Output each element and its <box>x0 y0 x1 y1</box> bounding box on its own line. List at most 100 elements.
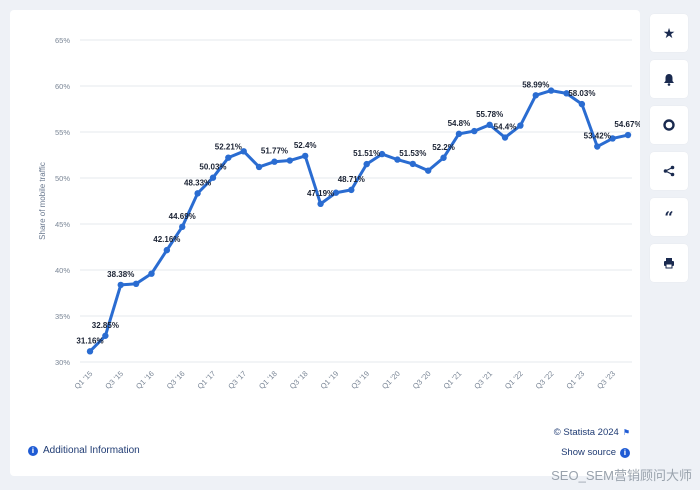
data-point <box>578 100 586 108</box>
y-tick-label: 55% <box>55 128 70 137</box>
data-point <box>271 158 278 165</box>
y-tick-label: 45% <box>55 220 70 229</box>
data-point <box>486 121 493 129</box>
data-point <box>148 270 155 277</box>
watermark: SEO_SEM营销顾问大师 <box>551 468 692 483</box>
data-point <box>102 332 109 339</box>
x-tick-label: Q3 '15 <box>103 369 125 391</box>
x-tick-label: Q1 '15 <box>73 369 95 391</box>
data-label: 52.2% <box>432 143 455 152</box>
data-point <box>609 135 616 142</box>
x-tick-label: Q3 '17 <box>226 369 248 391</box>
data-label: 54.67% <box>614 120 640 129</box>
data-point <box>348 186 355 194</box>
data-point <box>440 154 447 161</box>
y-tick-label: 30% <box>55 358 70 367</box>
data-point <box>563 90 570 97</box>
data-point <box>594 143 601 150</box>
y-tick-label: 40% <box>55 266 70 275</box>
data-point <box>240 148 247 155</box>
data-label: 51.77% <box>261 147 288 156</box>
data-point <box>394 156 401 163</box>
x-tick-label: Q1 '17 <box>196 369 218 391</box>
print-icon <box>664 258 674 269</box>
data-point <box>225 154 232 161</box>
data-point <box>86 348 94 355</box>
data-label: 52.21% <box>215 143 242 152</box>
print-button[interactable] <box>650 244 688 282</box>
line-chart: 30% 35% 40% 45% 50% 55% 60% 65% Share of mobile … <box>38 36 640 391</box>
show-source-label: Show source <box>561 447 616 458</box>
notification-button[interactable] <box>650 60 688 98</box>
additional-info-label: Additional Information <box>43 445 140 456</box>
copyright-line[interactable]: © Statista 2024 ⚑ <box>554 427 630 438</box>
show-source-link[interactable]: Show source i <box>554 447 630 458</box>
share-button[interactable] <box>650 152 688 190</box>
favorite-button[interactable]: ★ <box>650 14 688 52</box>
gear-icon <box>663 119 675 131</box>
y-tick-label: 35% <box>55 312 70 321</box>
data-label: 31.16% <box>76 336 103 345</box>
data-label: 50.03% <box>199 163 226 172</box>
data-label: 53.42% <box>584 132 611 141</box>
data-point <box>624 131 632 139</box>
x-tick-label: Q3 '16 <box>165 369 187 391</box>
data-label: 48.71% <box>338 175 365 184</box>
x-tick-label: Q3 '23 <box>595 369 617 391</box>
copyright-text: © Statista 2024 <box>553 427 619 438</box>
y-tick-label: 50% <box>55 174 70 183</box>
settings-button[interactable] <box>650 106 688 144</box>
data-label: 51.53% <box>399 149 426 158</box>
data-label: 32.85% <box>92 321 119 330</box>
data-point <box>363 160 370 168</box>
data-point <box>517 122 524 129</box>
additional-info-link[interactable]: i Additional Information <box>28 445 140 456</box>
chart-card: 30% 35% 40% 45% 50% 55% 60% 65% Share of mobile … <box>10 10 640 476</box>
x-tick-label: Q1 '19 <box>319 369 341 391</box>
x-tick-label: Q1 '23 <box>564 369 586 391</box>
data-point <box>179 223 186 231</box>
data-point <box>332 189 340 196</box>
quote-icon: “ <box>664 207 674 227</box>
x-tick-label: Q3 '18 <box>288 369 310 391</box>
data-point <box>378 150 386 158</box>
data-point <box>424 167 432 174</box>
x-tick-label: Q3 '21 <box>472 369 494 391</box>
data-label: 52.4% <box>294 141 317 150</box>
data-point <box>547 87 555 94</box>
x-tick-label: Q1 '21 <box>441 369 463 391</box>
data-point <box>255 163 263 171</box>
chart-toolbar: ★ “ <box>650 14 688 290</box>
data-label: 51.51% <box>353 149 380 158</box>
cite-button[interactable]: “ <box>650 198 688 236</box>
x-tick-label: Q1 '18 <box>257 369 279 391</box>
series-line <box>88 89 629 353</box>
data-label: 42.16% <box>153 235 180 244</box>
data-label: 55.78% <box>476 110 503 119</box>
chart-footer: © Statista 2024 ⚑ Show source i <box>554 427 630 467</box>
data-point <box>501 134 509 141</box>
data-point <box>532 92 539 99</box>
data-point <box>209 174 217 181</box>
data-label: 54.4% <box>494 123 517 132</box>
data-label: 58.99% <box>522 80 549 89</box>
x-tick-label: Q3 '22 <box>534 369 556 391</box>
data-point <box>163 246 171 254</box>
flag-icon: ⚑ <box>622 428 630 437</box>
data-point <box>117 281 124 289</box>
data-label: 48.33% <box>184 178 211 187</box>
x-tick-label: Q3 '20 <box>411 369 433 391</box>
y-axis-title: Share of mobile traffic <box>38 162 47 240</box>
y-tick-label: 65% <box>55 36 70 45</box>
x-tick-label: Q1 '16 <box>134 369 156 391</box>
star-icon: ★ <box>662 24 676 41</box>
data-point <box>132 280 140 287</box>
data-label: 38.38% <box>107 270 134 279</box>
x-tick-label: Q1 '22 <box>503 369 525 391</box>
data-label: 54.8% <box>448 119 471 128</box>
data-point <box>455 130 463 138</box>
data-point <box>302 152 309 160</box>
share-icon <box>663 165 675 177</box>
data-point <box>194 190 201 197</box>
data-point <box>317 200 324 208</box>
